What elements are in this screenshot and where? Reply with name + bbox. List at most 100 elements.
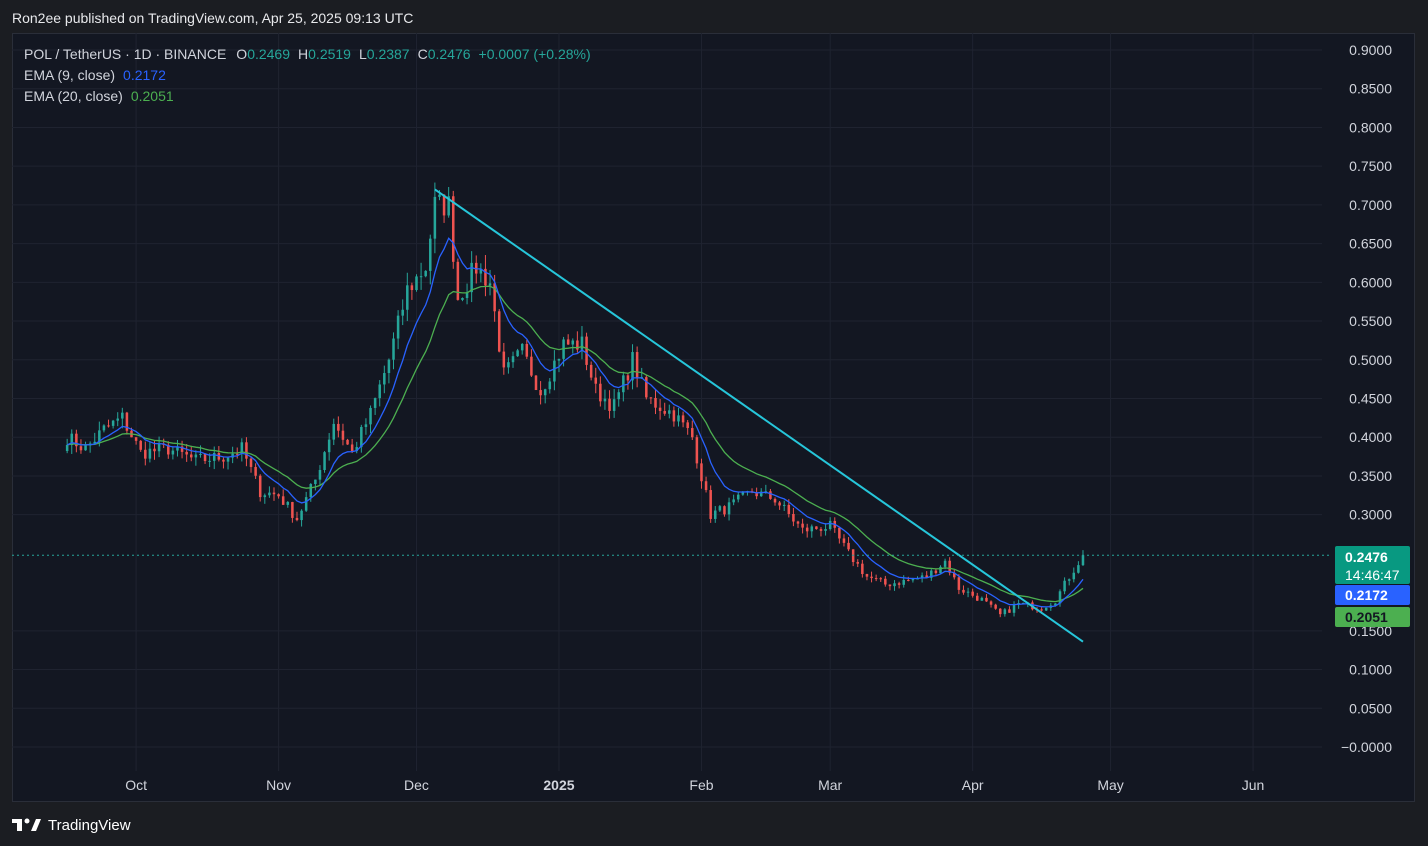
tradingview-logo-icon[interactable] <box>12 815 42 835</box>
y-tick-label: 0.4000 <box>1349 429 1392 445</box>
candle-body <box>943 560 947 567</box>
candle-body <box>194 454 198 458</box>
candle-body <box>603 398 607 402</box>
candle-body <box>355 447 359 452</box>
candle-body <box>819 529 823 531</box>
candle-body <box>93 441 97 444</box>
candle-body <box>925 575 928 578</box>
price-chart[interactable]: 0.9000 0.8500 0.8000 0.7500 0.7000 0.6500 0.60… <box>12 33 1415 802</box>
candle-body <box>548 381 552 390</box>
candle-body <box>668 410 671 414</box>
candle-body <box>502 351 506 368</box>
ema20-label: EMA (20, close) <box>24 88 123 104</box>
candle-body <box>98 430 101 442</box>
ema20-row[interactable]: EMA (20, close) 0.2051 <box>24 86 591 107</box>
candle-body <box>189 454 193 458</box>
candle-body <box>691 428 694 438</box>
candle-body <box>378 384 381 399</box>
candle-body <box>350 444 354 452</box>
candle-body <box>856 562 860 564</box>
candle-body <box>539 390 542 396</box>
x-tick-label: Dec <box>404 777 429 793</box>
candle-body <box>953 572 956 578</box>
change-value: +0.0007 (+0.28%) <box>478 46 591 62</box>
candle-body <box>304 497 308 511</box>
candle-body <box>525 343 529 357</box>
candle-body <box>107 425 110 427</box>
candles <box>65 182 1085 618</box>
candle-body <box>879 578 883 580</box>
candle-body <box>612 399 616 411</box>
candle-body <box>930 570 933 578</box>
candle-body <box>828 520 832 530</box>
candle-body <box>1012 604 1016 613</box>
candle-body <box>902 579 905 585</box>
candle-body <box>792 513 795 522</box>
candle-body <box>401 309 404 316</box>
candle-body <box>291 502 294 518</box>
candle-body <box>212 452 216 461</box>
candle-body <box>167 444 170 455</box>
candle-body <box>966 591 970 593</box>
candle-body <box>658 407 662 411</box>
trendline[interactable] <box>434 188 1084 643</box>
candle-body <box>208 460 211 462</box>
candle-body <box>121 412 124 419</box>
candle-body <box>125 412 129 431</box>
chart-frame[interactable] <box>12 33 1415 802</box>
candle-body <box>144 449 147 459</box>
candle-body <box>438 194 441 197</box>
candle-body <box>479 268 483 274</box>
footer-brand[interactable]: TradingView <box>48 816 131 834</box>
candle-body <box>309 484 313 498</box>
candle-body <box>553 360 556 382</box>
symbol-label[interactable]: POL / TetherUS · 1D · BINANCE <box>24 46 227 62</box>
candle-body <box>874 578 878 580</box>
candle-body <box>700 463 703 482</box>
low-label: L <box>358 46 367 62</box>
high-value: 0.2519 <box>308 46 351 62</box>
candle-body <box>994 604 997 609</box>
ema20-price-tag: 0.2051 <box>1335 607 1410 627</box>
ema9-value: 0.2172 <box>123 67 166 83</box>
candle-body <box>456 261 460 300</box>
candle-body <box>318 470 322 480</box>
candle-body <box>911 579 915 581</box>
candle-body <box>139 440 142 450</box>
candle-body <box>741 491 745 495</box>
bar-countdown: 14:46:47 <box>1345 567 1400 583</box>
candle-body <box>782 504 786 506</box>
ema9-row[interactable]: EMA (9, close) 0.2172 <box>24 65 591 86</box>
y-tick-label: 0.8000 <box>1349 119 1392 135</box>
y-tick-label: 0.5000 <box>1349 352 1392 368</box>
candle-body <box>897 583 901 585</box>
candle-body <box>801 523 804 528</box>
candle-body <box>511 356 515 363</box>
candle-body <box>419 276 423 278</box>
candle-body <box>406 285 409 310</box>
ema9-line <box>66 237 1084 608</box>
candle-body <box>755 492 758 497</box>
candle-body <box>695 437 699 464</box>
candle-body <box>70 433 74 445</box>
candle-body <box>199 453 202 455</box>
open-value: 0.2469 <box>247 46 291 62</box>
candle-body <box>451 196 455 262</box>
close-label: C <box>417 46 428 62</box>
candle-body <box>116 418 119 421</box>
candle-body <box>392 338 395 360</box>
candle-body <box>980 597 984 601</box>
candle-body <box>732 499 735 503</box>
y-axis: 0.9000 0.8500 0.8000 0.7500 0.7000 0.6500 0.60… <box>1341 42 1392 755</box>
candle-body <box>530 356 533 376</box>
y-tick-label: 0.1000 <box>1349 662 1392 678</box>
candle-body <box>65 444 69 452</box>
candle-body <box>838 527 841 539</box>
candle-body <box>810 526 814 532</box>
ema9-price-tag: 0.2172 <box>1335 585 1410 605</box>
y-tick-label: 0.4500 <box>1349 391 1392 407</box>
candle-body <box>971 591 974 596</box>
candle-body <box>773 498 777 503</box>
